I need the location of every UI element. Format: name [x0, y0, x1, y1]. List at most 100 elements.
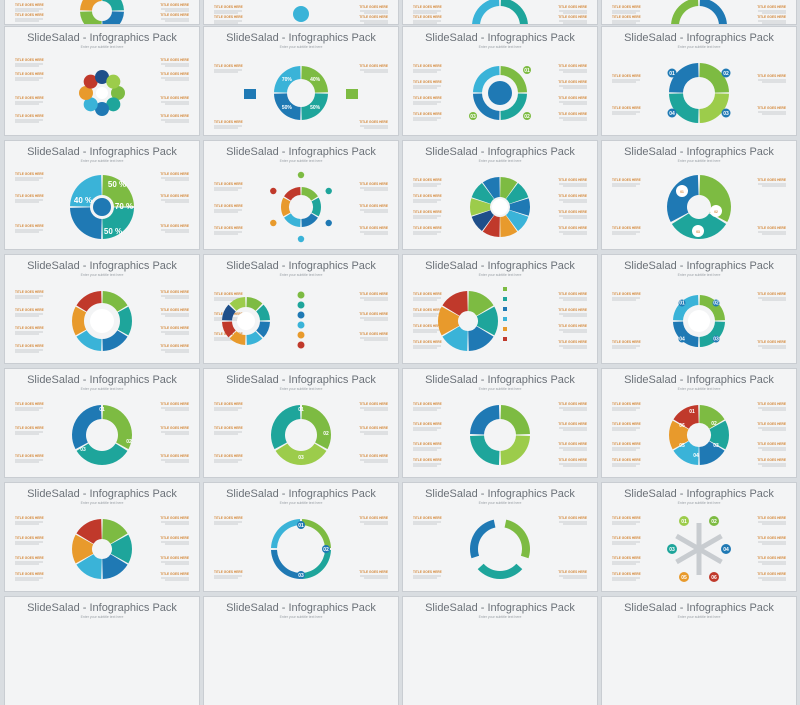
slide-thumbnail[interactable]: TITLE GOES HERE TITLE GOES HERE TITLE GOES…	[5, 483, 199, 591]
fan-segment	[506, 183, 529, 204]
infographic-art: TITLE GOES HERE TITLE GOES HERE TITLE GOES…	[612, 516, 786, 582]
item-title: TITLE GOES HERE	[160, 426, 189, 430]
slide-thumbnail[interactable]: TITLE GOES HERE TITLE GOES HERE TITLE GOES…	[403, 27, 597, 135]
avatar-icon	[237, 312, 255, 330]
donut-percent: 50%	[310, 105, 321, 111]
item-title: TITLE GOES HERE	[612, 556, 641, 560]
slide-title: SlideSalad - Infographics Pack	[27, 374, 177, 386]
item-title: TITLE GOES HERE	[359, 426, 388, 430]
slide-thumbnail[interactable]: TITLE GOES HERE TITLE GOES HERE TITLE GOES…	[403, 0, 597, 24]
fan-segment	[500, 215, 518, 237]
dot	[297, 291, 305, 299]
slide-title: SlideSalad - Infographics Pack	[425, 146, 575, 158]
step-number: 03	[470, 114, 476, 120]
slide-thumbnail[interactable]: TITLE GOES HERE TITLE GOES HERE TITLE GOES…	[5, 255, 199, 363]
arc-segment	[671, 0, 699, 24]
slide-thumbnail[interactable]: TITLE GOES HERE TITLE GOES HERE TITLE GOES…	[602, 483, 796, 591]
slide-thumbnail[interactable]: TITLE GOES HERE TITLE GOES HERE TITLE GOES…	[5, 27, 199, 135]
step-number: 02	[711, 421, 717, 427]
slide-thumbnail[interactable]: TITLE GOES HERE TITLE GOES HERE TITLE GOES…	[5, 369, 199, 477]
ring-segment	[271, 519, 301, 549]
infographic-art: TITLE GOES HERE TITLE GOES HERE TITLE GOES…	[15, 58, 189, 123]
fan-segment	[500, 177, 518, 199]
percent-label: 50 %	[108, 180, 126, 189]
slide-thumbnail[interactable]: SlideSalad - Infographics Pack Enter your…	[602, 597, 796, 705]
dot	[325, 187, 332, 195]
petal	[83, 97, 98, 112]
infographic-art: TITLE GOES HERE TITLE GOES HERE TITLE GOES…	[214, 171, 388, 243]
item-title: TITLE GOES HERE	[558, 5, 587, 9]
badge	[322, 545, 330, 553]
step-number: 02	[723, 71, 729, 77]
donut-segment	[70, 207, 102, 239]
item-title: TITLE GOES HERE	[214, 120, 243, 124]
ring-segment	[709, 420, 729, 450]
center-icon	[93, 198, 111, 216]
ring-segment	[102, 519, 128, 544]
slide-title: SlideSalad - Infographics Pack	[226, 146, 376, 158]
ring-segment	[699, 175, 731, 223]
item-title: TITLE GOES HERE	[15, 224, 44, 228]
infographic-art: TITLE GOES HERE TITLE GOES HERE TITLE GOES…	[15, 402, 189, 465]
step-number: 04	[693, 453, 699, 459]
slide-thumbnail[interactable]: TITLE GOES HERE TITLE GOES HERE TITLE GOES…	[5, 141, 199, 249]
slide-thumbnail[interactable]: TITLE GOES HERE TITLE GOES HERE TITLE GOES…	[403, 141, 597, 249]
item-title: TITLE GOES HERE	[15, 290, 44, 294]
slide-thumbnail[interactable]: TITLE GOES HERE TITLE GOES HERE TITLE GOES…	[204, 141, 398, 249]
step-number: 01	[298, 523, 304, 529]
donut-segment	[102, 207, 134, 239]
item-title: TITLE GOES HERE	[359, 402, 388, 406]
slide-thumbnail[interactable]: SlideSalad - Infographics Pack Enter your…	[5, 597, 199, 705]
slide-thumbnail[interactable]: TITLE GOES HERE TITLE GOES HERE TITLE GOES…	[204, 483, 398, 591]
item-title: TITLE GOES HERE	[160, 13, 189, 17]
slide-title: SlideSalad - Infographics Pack	[27, 602, 177, 614]
aperture-segment	[442, 291, 468, 316]
slide-thumbnail[interactable]: TITLE GOES HERE TITLE GOES HERE TITLE GOES…	[403, 369, 597, 477]
dot	[270, 219, 277, 227]
badge	[667, 68, 677, 78]
center	[96, 87, 108, 99]
slide-subtitle: Enter your subtitle text here	[279, 501, 323, 505]
item-title: TITLE GOES HERE	[413, 442, 442, 446]
slide-thumbnail[interactable]: TITLE GOES HERE TITLE GOES HERE TITLE GOES…	[602, 27, 796, 135]
slide-thumbnail[interactable]: TITLE GOES HERE TITLE GOES HERE TITLE GOES…	[204, 0, 398, 24]
item-title: TITLE GOES HERE	[15, 3, 44, 7]
petal	[111, 86, 125, 100]
ring-segment	[117, 306, 132, 336]
donut-segment	[274, 66, 301, 93]
slide-thumbnail[interactable]: TITLE GOES HERE TITLE GOES HERE TITLE GOES…	[602, 141, 796, 249]
badge	[721, 68, 731, 78]
aperture-segment	[442, 326, 468, 351]
slide-thumbnail[interactable]: TITLE GOES HERE TITLE GOES HERE TITLE GOES…	[204, 369, 398, 477]
slide-thumbnail[interactable]: TITLE GOES HERE TITLE GOES HERE TITLE GOES…	[602, 0, 796, 24]
ring-segment	[311, 197, 321, 217]
slide-thumbnail[interactable]: TITLE GOES HERE TITLE GOES HERE TITLE GOES…	[403, 255, 597, 363]
ring-segment	[301, 549, 331, 579]
slide-thumbnail[interactable]: TITLE GOES HERE TITLE GOES HERE TITLE GOES…	[602, 369, 796, 477]
badge	[667, 544, 677, 554]
item-title: TITLE GOES HERE	[558, 340, 587, 344]
slide-thumbnail[interactable]: SlideSalad - Infographics Pack Enter your…	[403, 597, 597, 705]
donut-segment	[301, 93, 328, 120]
item-title: TITLE GOES HERE	[413, 112, 442, 116]
item-title: TITLE GOES HERE	[413, 402, 442, 406]
infographic-art: TITLE GOES HERE TITLE GOES HERE TITLE GOES…	[214, 402, 388, 465]
item-title: TITLE GOES HERE	[160, 114, 189, 118]
slide-subtitle: Enter your subtitle text here	[279, 615, 323, 619]
slide-title: SlideSalad - Infographics Pack	[27, 488, 177, 500]
ring-segment	[222, 321, 236, 338]
infographic-art: TITLE GOES HERE TITLE GOES HERE TITLE GOES…	[15, 0, 189, 24]
infographic-art: TITLE GOES HERE TITLE GOES HERE TITLE GOES…	[413, 287, 587, 351]
slide-thumbnail[interactable]: TITLE GOES HERE TITLE GOES HERE TITLE GOES…	[5, 0, 199, 24]
item-title: TITLE GOES HERE	[160, 72, 189, 76]
slide-thumbnail[interactable]: TITLE GOES HERE TITLE GOES HERE TITLE GOES…	[602, 255, 796, 363]
slide-thumbnail[interactable]: TITLE GOES HERE TITLE GOES HERE TITLE GOES…	[403, 483, 597, 591]
infographic-art: TITLE GOES HERE TITLE GOES HERE TITLE GOES…	[612, 402, 786, 467]
infographic-art: TITLE GOES HERE TITLE GOES HERE TITLE GOES…	[15, 516, 189, 581]
slide-thumbnail[interactable]: TITLE GOES HERE TITLE GOES HERE TITLE GOES…	[204, 27, 398, 135]
item-title: TITLE GOES HERE	[558, 324, 587, 328]
aperture-segment	[468, 291, 494, 316]
slide-thumbnail[interactable]: TITLE GOES HERE TITLE GOES HERE TITLE GOES…	[204, 255, 398, 363]
slide-thumbnail[interactable]: SlideSalad - Infographics Pack Enter your…	[204, 597, 398, 705]
item-title: TITLE GOES HERE	[359, 226, 388, 230]
